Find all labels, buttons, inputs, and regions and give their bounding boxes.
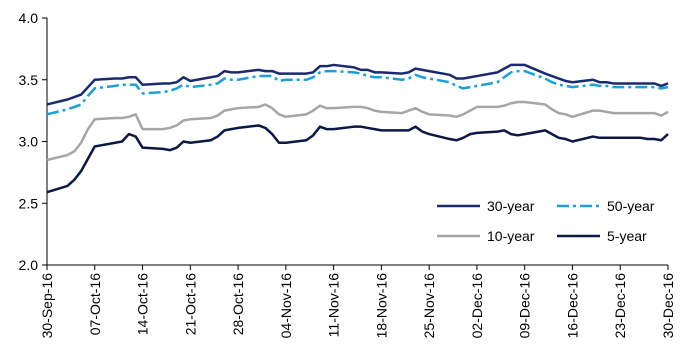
y-tick-label: 3.5: [19, 72, 39, 88]
legend-label: 50-year: [607, 198, 655, 214]
series-line-50-year: [46, 69, 669, 116]
chart-axes: 2.0 2.5 3.0 3.5 4.0 30-Sep-16 07-Oct-16 14-Oct-…: [19, 10, 676, 338]
x-tick-label: 16-Dec-16: [564, 273, 580, 339]
chart-legend: 30-year 50-year 10-year 5-year: [437, 198, 655, 244]
x-tick-label: 30-Dec-16: [660, 273, 676, 339]
series-line-5-year: [46, 124, 669, 194]
x-tick-label: 04-Nov-16: [278, 273, 294, 339]
y-tick-label: 3.0: [19, 134, 39, 150]
x-tick-label: 14-Oct-16: [135, 273, 151, 335]
legend-label: 5-year: [607, 228, 647, 244]
legend-label: 10-year: [487, 228, 535, 244]
x-tick-label: 07-Oct-16: [87, 273, 103, 335]
x-tick-label: 21-Oct-16: [182, 273, 198, 335]
series-line-30-year: [46, 63, 669, 106]
x-tick-label: 30-Sep-16: [39, 273, 55, 339]
y-tick-label: 4.0: [19, 10, 39, 26]
x-tick-label: 18-Nov-16: [373, 273, 389, 339]
x-tick-label: 28-Oct-16: [230, 273, 246, 335]
series-line-10-year: [46, 100, 669, 162]
y-tick-label: 2.5: [19, 195, 39, 211]
x-tick-label: 23-Dec-16: [612, 273, 628, 339]
x-tick-label: 02-Dec-16: [469, 273, 485, 339]
y-tick-label: 2.0: [19, 257, 39, 273]
legend-label: 30-year: [487, 198, 535, 214]
series-layer: [46, 63, 669, 194]
x-tick-label: 11-Nov-16: [326, 273, 342, 338]
x-tick-label: 25-Nov-16: [421, 273, 437, 339]
x-tick-label: 09-Dec-16: [517, 273, 533, 339]
